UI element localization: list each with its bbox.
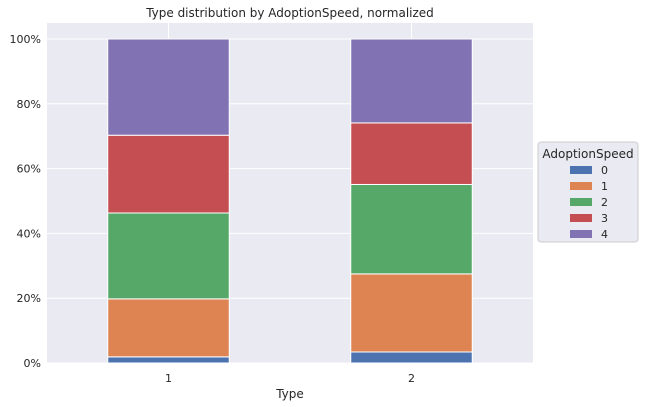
legend-swatch-3: [570, 214, 592, 222]
legend-swatch-2: [570, 198, 592, 206]
bar-segment-type-2-speed-2: [350, 183, 473, 275]
legend-swatch-1: [570, 182, 592, 190]
y-tick-label: 100%: [10, 33, 41, 46]
y-tick-label: 20%: [17, 292, 41, 305]
legend-label: 2: [601, 196, 608, 209]
legend-label: 0: [601, 164, 608, 177]
y-tick-label: 0%: [24, 357, 41, 370]
bar-segment-type-1-speed-2: [107, 212, 230, 300]
legend-items: 0 1 2 3 4: [570, 164, 608, 241]
bar-segment-type-1-speed-3: [107, 134, 230, 214]
bars: [107, 38, 473, 364]
y-tick-label: 60%: [17, 163, 41, 176]
legend-title: AdoptionSpeed: [542, 147, 633, 161]
y-tick-label: 80%: [17, 98, 41, 111]
bar-segment-type-2-speed-0: [350, 351, 473, 364]
bar-segment-type-2-speed-1: [350, 273, 473, 353]
legend-swatch-4: [570, 230, 592, 238]
bar-segment-type-2-speed-3: [350, 122, 473, 185]
legend-label: 4: [601, 228, 608, 241]
x-tick-label: 2: [408, 372, 415, 385]
bar-segment-type-2-speed-4: [350, 38, 473, 124]
x-tick-label: 1: [165, 372, 172, 385]
bar-segment-type-1-speed-1: [107, 298, 230, 358]
chart-title: Type distribution by AdoptionSpeed, norm…: [145, 6, 434, 20]
legend-frame: [537, 141, 639, 243]
legend: AdoptionSpeed 0 1 2 3 4: [537, 141, 639, 243]
x-axis-label: Type: [275, 387, 304, 401]
legend-label: 3: [601, 212, 608, 225]
y-tick-label: 40%: [17, 227, 41, 240]
legend-label: 1: [601, 180, 608, 193]
legend-swatch-0: [570, 166, 592, 174]
y-tick-labels: 0% 20% 40% 60% 80% 100%: [10, 33, 41, 370]
bar-segment-type-1-speed-4: [107, 38, 230, 136]
bar-segment-type-1-speed-0: [107, 356, 230, 364]
